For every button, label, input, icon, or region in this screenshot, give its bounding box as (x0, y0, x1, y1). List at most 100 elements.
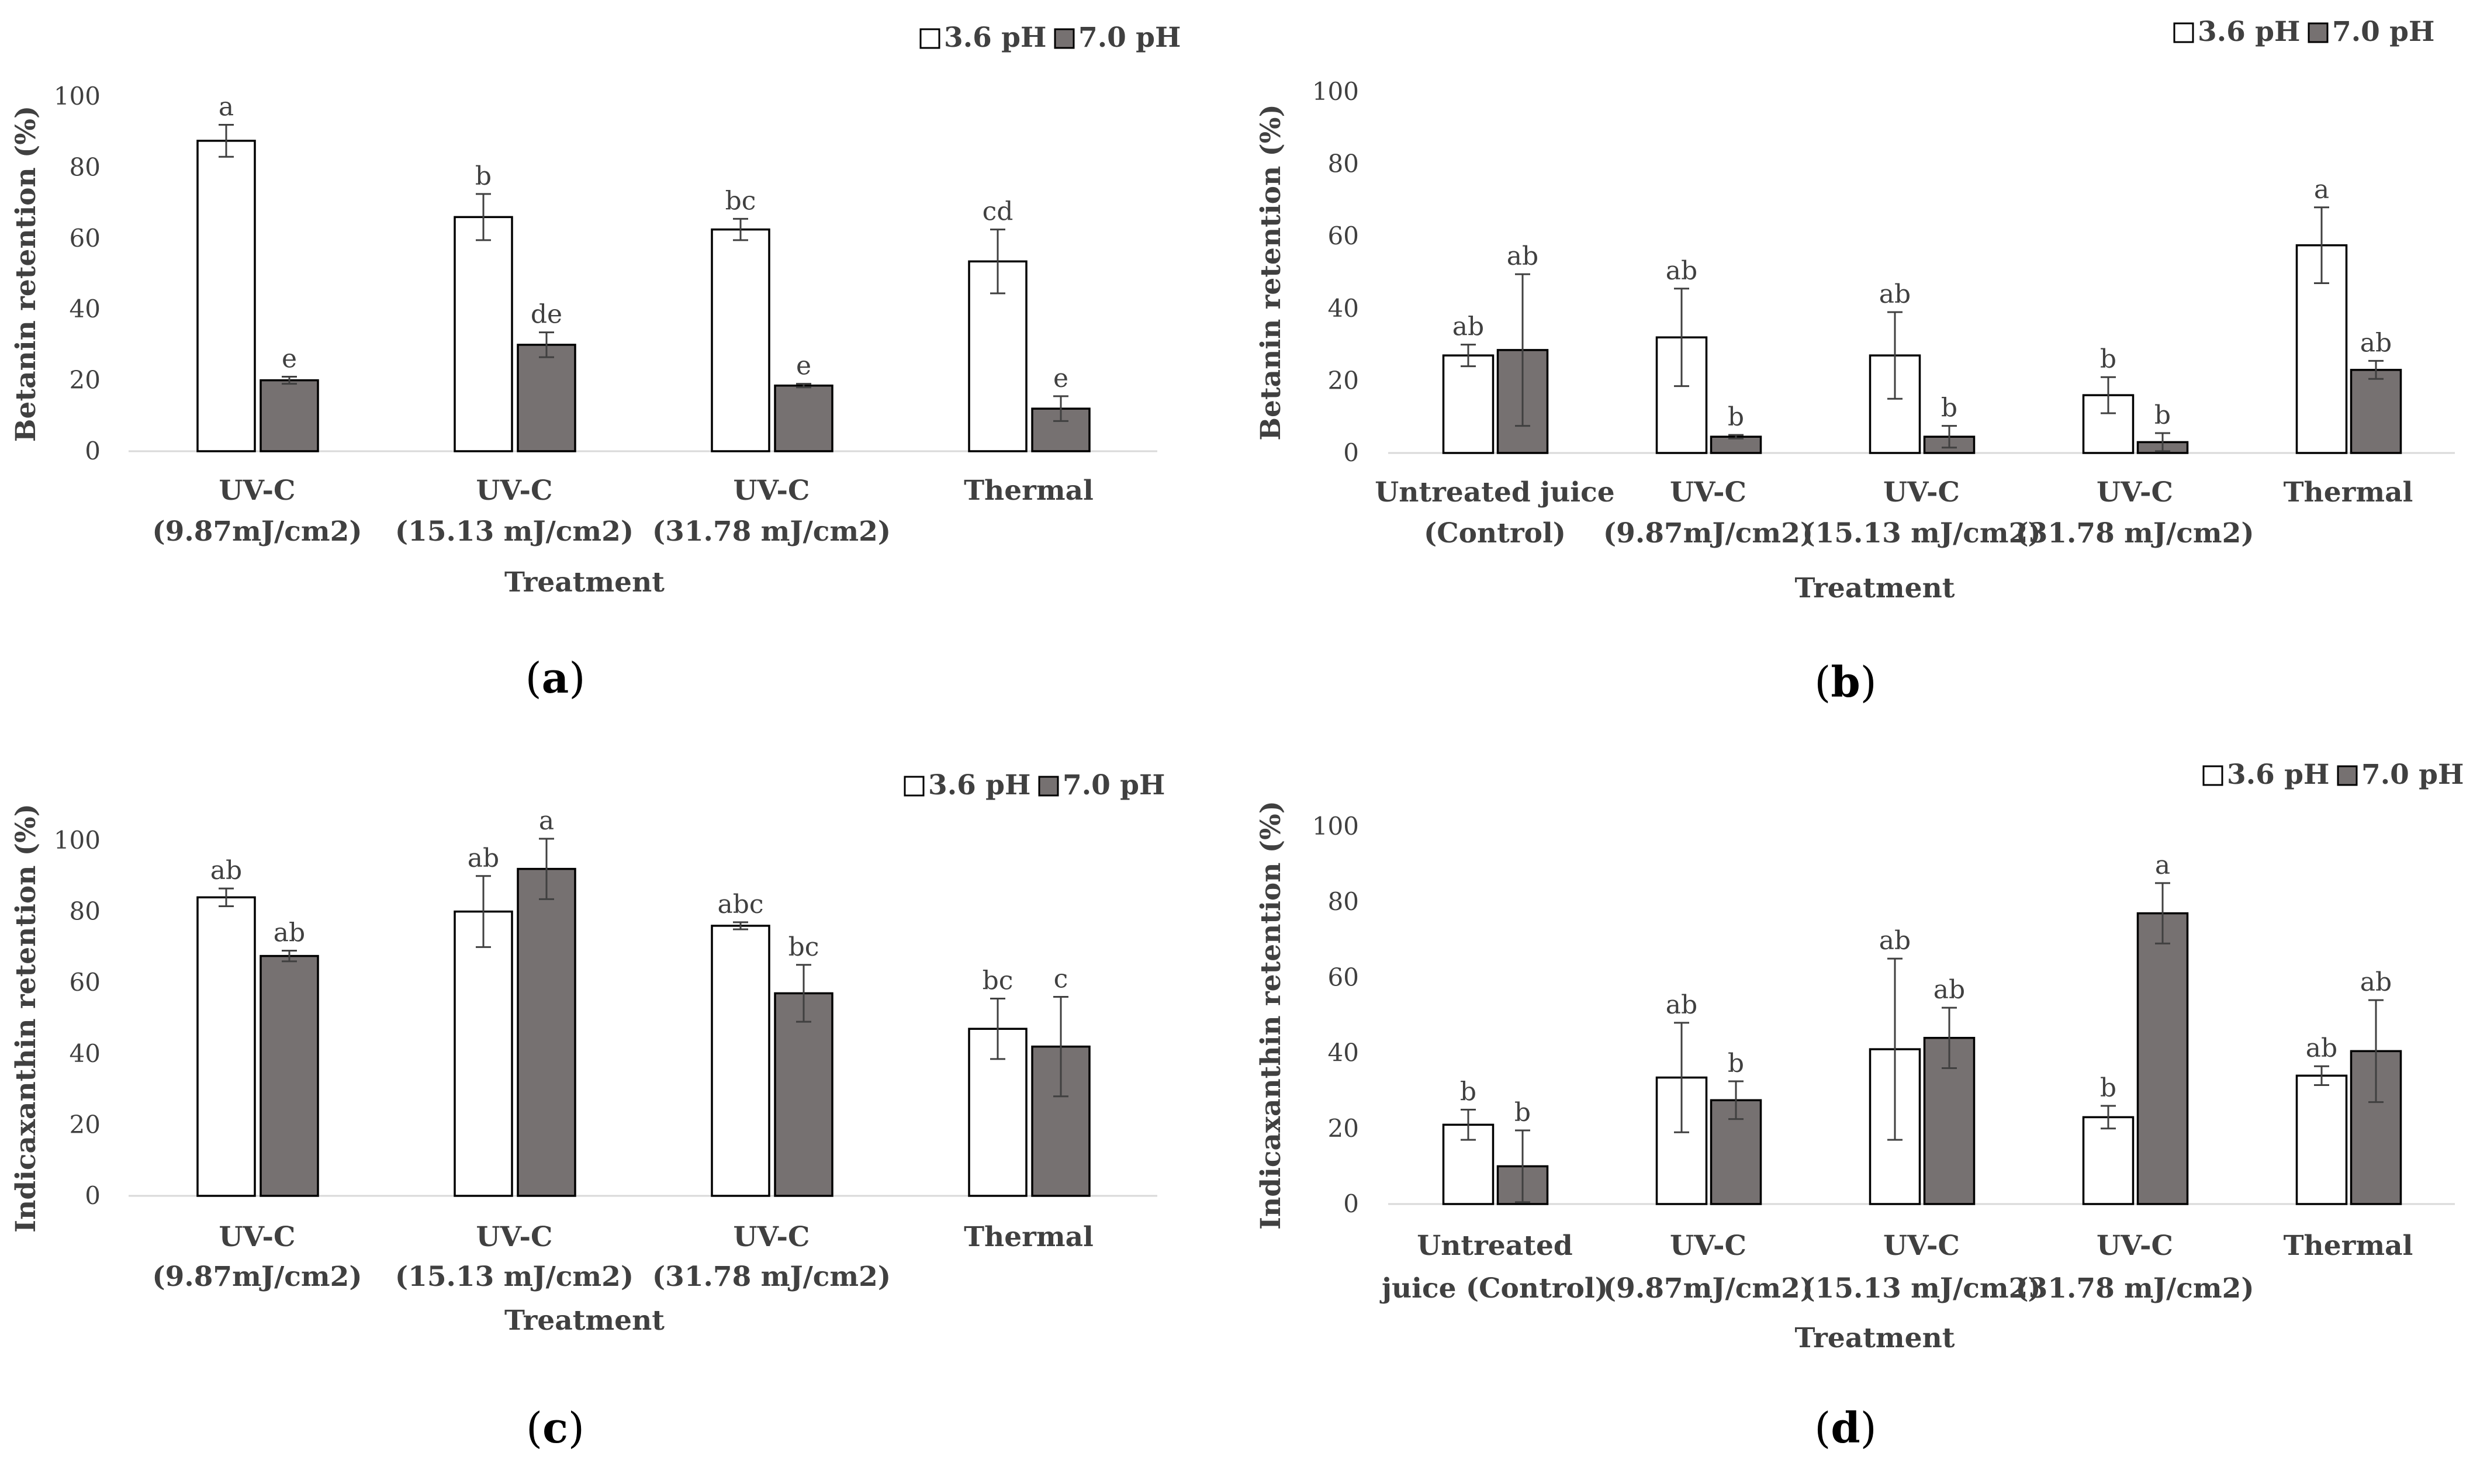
category-label: (31.78 mJ/cm2) (652, 1261, 891, 1293)
legend-label: 7.0 pH (1063, 769, 1165, 801)
category-label: Untreated juice (1375, 476, 1614, 508)
category-label: Untreated (1417, 1230, 1572, 1262)
significance-label: b (1460, 1077, 1476, 1107)
legend: 3.6 pH 7.0 pH (919, 22, 1181, 54)
legend-swatch (2173, 22, 2194, 43)
legend-label: 7.0 pH (2361, 759, 2464, 791)
y-tick-label: 80 (1328, 887, 1359, 916)
significance-label: a (539, 806, 554, 836)
x-axis-label: Treatment (504, 1305, 665, 1337)
significance-label: b (2100, 1073, 2116, 1103)
significance-label: a (2155, 850, 2170, 880)
category-label: UV-C (1883, 1230, 1960, 1262)
y-tick-label: 20 (1328, 1114, 1359, 1143)
legend: 3.6 pH 7.0 pH (904, 769, 1165, 801)
category-label: UV-C (1883, 476, 1960, 508)
significance-label: a (2314, 175, 2329, 205)
significance-label: b (1941, 393, 1957, 423)
y-axis-label: Betanin retention (%) (1255, 104, 1287, 440)
bar-ph70 (2136, 912, 2189, 1205)
bar-ph36 (711, 925, 770, 1197)
y-tick-label: 40 (70, 1039, 101, 1068)
y-axis-label: Indicaxanthin retention (%) (10, 804, 42, 1233)
legend-swatch (2308, 22, 2329, 43)
bar-ph70 (774, 384, 833, 452)
y-tick-label: 80 (70, 897, 101, 926)
y-tick-label: 60 (1328, 963, 1359, 991)
significance-label: ab (1452, 312, 1484, 342)
bar-ph70 (260, 954, 319, 1197)
significance-label: ab (468, 843, 499, 873)
x-axis-label: Treatment (1795, 1322, 1955, 1354)
y-tick-label: 20 (70, 366, 101, 395)
y-axis-label: Indicaxanthin retention (%) (1255, 801, 1287, 1230)
category-label: UV-C (219, 1221, 296, 1253)
category-label: UV-C (476, 1221, 553, 1253)
category-label: UV-C (1670, 476, 1746, 508)
significance-label: b (2100, 344, 2116, 374)
significance-label: de (531, 300, 562, 330)
legend-label: 7.0 pH (2332, 16, 2434, 48)
y-tick-label: 40 (1328, 1039, 1359, 1067)
y-tick-label: 80 (70, 153, 101, 181)
category-label: UV-C (734, 1221, 810, 1253)
bar-ph70 (260, 379, 319, 452)
legend-swatch (904, 776, 925, 797)
legend-swatch (2202, 765, 2223, 786)
legend-label: 3.6 pH (2198, 16, 2300, 48)
x-axis-label: Treatment (504, 566, 665, 599)
category-label: (31.78 mJ/cm2) (2015, 1272, 2254, 1305)
significance-label: ab (2306, 1033, 2337, 1063)
legend-label: 3.6 pH (2227, 759, 2329, 791)
bar-ph70 (774, 992, 833, 1197)
category-label: (9.87mJ/cm2) (152, 516, 362, 548)
category-label: (15.13 mJ/cm2) (395, 1261, 634, 1293)
legend-label: 3.6 pH (944, 22, 1046, 54)
category-label: (Control) (1424, 517, 1566, 549)
significance-label: ab (274, 918, 305, 947)
bar-ph36 (454, 216, 513, 452)
legend: 3.6 pH 7.0 pH (2202, 759, 2464, 791)
legend-swatch (2337, 765, 2358, 786)
bar-ph70 (2350, 369, 2402, 454)
legend-label: 7.0 pH (1078, 22, 1181, 54)
category-label: (9.87mJ/cm2) (1603, 517, 1813, 549)
y-tick-label: 60 (70, 968, 101, 997)
y-tick-label: 20 (70, 1110, 101, 1139)
bar-ph36 (1442, 354, 1495, 454)
panel-label: (a) (525, 653, 586, 703)
category-label: (15.13 mJ/cm2) (395, 516, 634, 548)
x-axis-label: Treatment (1795, 572, 1955, 604)
chart-panel-a: 0 20 40 60 80 100 Betanin retention (%) a e UV-C (… (10, 22, 1181, 703)
bar-ph70 (517, 867, 576, 1197)
significance-label: ab (1507, 241, 1538, 271)
category-label: juice (Control) (1379, 1272, 1608, 1305)
significance-label: bc (983, 966, 1014, 996)
bar-ph36 (711, 228, 770, 452)
category-label: (9.87mJ/cm2) (152, 1261, 362, 1293)
y-tick-label: 100 (1312, 77, 1359, 106)
y-tick-label: 0 (85, 1181, 101, 1210)
category-label: (31.78 mJ/cm2) (652, 516, 891, 548)
y-tick-label: 0 (1343, 438, 1359, 467)
bar-ph70 (517, 344, 576, 452)
significance-label: ab (1879, 926, 1911, 956)
legend-swatch (1038, 776, 1059, 797)
legend-swatch (1054, 28, 1075, 49)
legend-label: 3.6 pH (928, 769, 1030, 801)
significance-label: ab (1933, 975, 1965, 1005)
significance-label: ab (2360, 328, 2392, 358)
panel-label: (d) (1814, 1403, 1877, 1452)
significance-label: a (219, 92, 234, 122)
category-label: UV-C (219, 475, 296, 507)
category-label: Thermal (2284, 1230, 2413, 1262)
y-tick-label: 20 (1328, 366, 1359, 395)
significance-label: b (1514, 1098, 1531, 1127)
y-tick-label: 80 (1328, 150, 1359, 178)
y-tick-label: 40 (70, 295, 101, 323)
category-label: Thermal (964, 475, 1094, 507)
bar-ph36 (454, 910, 513, 1197)
category-label: UV-C (734, 475, 810, 507)
